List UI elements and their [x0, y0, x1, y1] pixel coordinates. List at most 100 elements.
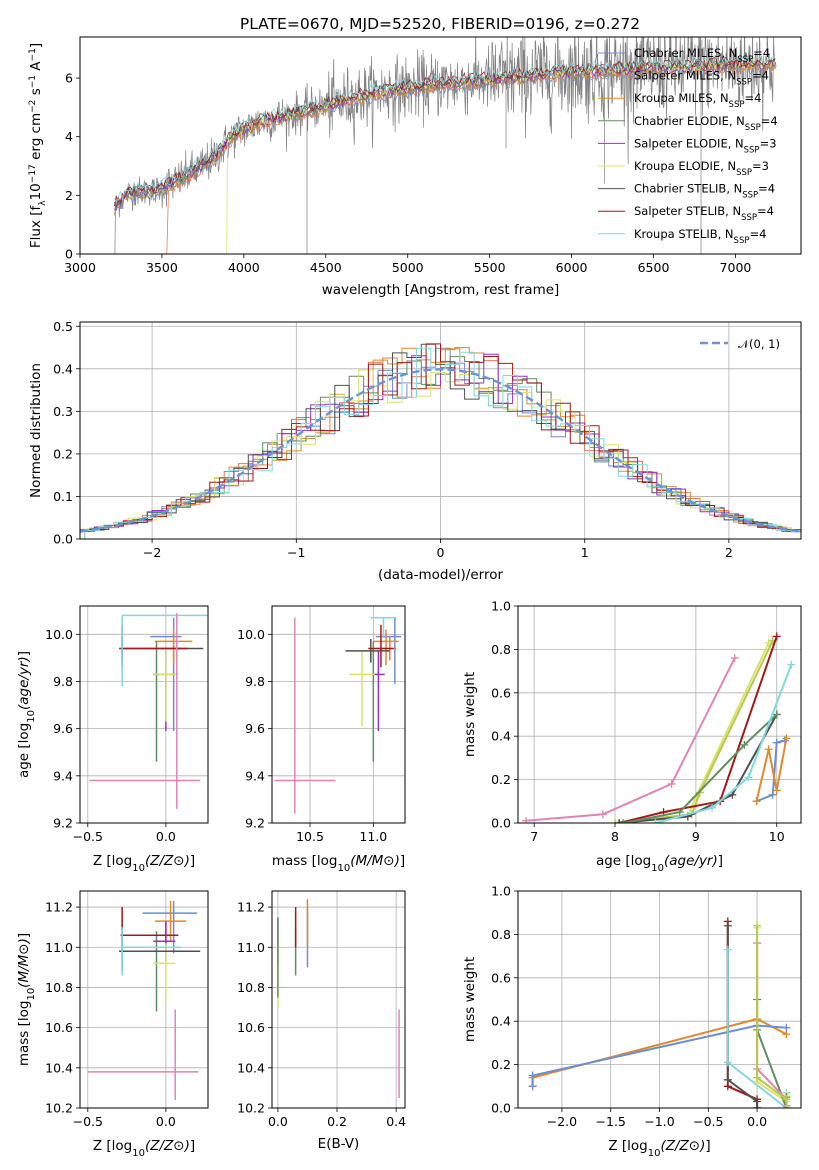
- y-axis-label: Normed distribution: [28, 363, 44, 498]
- data-point: [375, 617, 402, 684]
- y-tick-label: 4: [65, 129, 73, 144]
- y-tick-label: 9.2: [245, 816, 265, 831]
- normal-distribution-curve: [80, 368, 801, 533]
- plot-area: [89, 613, 208, 809]
- x-tick-label: 0.0: [268, 1114, 288, 1129]
- weight-series-line: [619, 714, 778, 823]
- data-point: [142, 901, 198, 954]
- x-axis-label: (data-model)/error: [378, 567, 504, 583]
- subscript: λ: [38, 200, 48, 206]
- weight-series-line: [614, 640, 774, 823]
- weight-series-line: [756, 927, 788, 1104]
- legend-subscript: SSP: [741, 213, 757, 223]
- y-tick-label: 10.4: [45, 1060, 73, 1075]
- legend-subscript: SSP: [737, 55, 753, 65]
- x-axis-label: E(B-V): [318, 1136, 360, 1152]
- y-tick-label: 0.4: [53, 361, 73, 376]
- x-tick-label: 8: [611, 829, 619, 844]
- weight-marker: [708, 803, 717, 812]
- weight-marker: [528, 1082, 537, 1091]
- residual-histogram-chabrier-stelib: [80, 343, 797, 532]
- superscript: −17: [28, 164, 38, 183]
- legend-label-end: =4: [758, 182, 775, 196]
- y-tick-label: 6: [65, 71, 73, 86]
- weight-series-line: [755, 738, 788, 802]
- x-tick-label: 10.5: [296, 829, 324, 844]
- x-tick-label: 4500: [310, 260, 342, 275]
- legend-subscript: SSP: [744, 145, 760, 155]
- x-tick-label: −2: [143, 545, 161, 560]
- weight-marker: [772, 632, 781, 641]
- weight-series-line: [622, 713, 778, 823]
- data-point: [121, 614, 208, 687]
- legend-subscript: SSP: [736, 78, 752, 88]
- legend-subscript: SSP: [729, 100, 745, 110]
- plot-area: [87, 901, 201, 1100]
- residual-histogram-kroupa-stelib: [84, 347, 801, 539]
- weight-marker: [764, 745, 773, 754]
- legend-label-end: =4: [757, 204, 774, 218]
- y-tick-label: 0.3: [53, 404, 73, 419]
- y-tick-label: 9.6: [245, 721, 265, 736]
- x-tick-label: 0: [437, 545, 445, 560]
- y-tick-label: 0.2: [491, 772, 511, 787]
- x-tick-label: −2.0: [547, 1114, 577, 1129]
- plot-area: [274, 617, 402, 814]
- model-spectrum-kroupa-elodie: [226, 57, 777, 254]
- y-tick-label: 0.6: [491, 970, 511, 985]
- legend-label-end: =3: [752, 159, 769, 173]
- plot-area: [277, 899, 400, 1098]
- legend-label-normal: 𝒩(0, 1): [738, 337, 780, 351]
- x-axis-label: Z [log10(Z/Z⊙)]: [93, 1138, 195, 1159]
- italic-part: (Z/Z⊙): [145, 853, 190, 869]
- y-tick-label: 11.0: [45, 940, 73, 955]
- y-tick-label: 0.0: [491, 1101, 511, 1116]
- weight-marker: [753, 1104, 762, 1108]
- legend-subscript: SSP: [734, 236, 750, 246]
- residual-histogram-chabrier-elodie: [80, 356, 797, 532]
- y-tick-label: 0.8: [491, 642, 511, 657]
- x-tick-label: 3000: [64, 260, 96, 275]
- age-vs-mass-panel: 10.5 11.0 9.2 9.4 9.6 9.8 10.0 mass [log10(M/M⊙…: [237, 605, 406, 874]
- mass-vs-ebv-panel: 0.0 0.2 0.4 10.2 10.4 10.6 10.8 11.0 11.2 E(B-V): [237, 890, 406, 1152]
- legend-label-chabrier-elodie: Chabrier ELODIE, NSSP=4: [634, 114, 778, 133]
- legend-label-end: =4: [761, 114, 778, 128]
- x-tick-label: 0.0: [156, 829, 176, 844]
- italic-part: (Z/Z⊙): [660, 1138, 705, 1154]
- data-point: [154, 629, 193, 665]
- weight-series-line: [756, 739, 786, 803]
- data-point: [153, 943, 176, 1004]
- y-tick-label: 11.0: [237, 940, 265, 955]
- x-tick-label: −0.5: [73, 829, 103, 844]
- weight-marker: [619, 819, 628, 823]
- x-tick-label: 0.4: [386, 1114, 406, 1129]
- plot-area: [80, 343, 801, 539]
- weight-marker: [782, 734, 791, 743]
- y-tick-label: 0.0: [491, 816, 511, 831]
- y-tick-label: 10.6: [237, 1020, 265, 1035]
- superscript: −1: [28, 75, 38, 88]
- axes-frame: [79, 605, 209, 824]
- axes-frame: [79, 321, 802, 540]
- y-axis-label: Flux [fλ10−17 erg cm−2 s−1 A−1]: [28, 43, 48, 248]
- subscript: 10: [26, 710, 37, 723]
- y-axis-label: mass [log10(M/M⊙)]: [16, 933, 37, 1066]
- x-tick-label: 9: [692, 829, 700, 844]
- x-tick-label: 6000: [556, 260, 588, 275]
- weight-marker: [675, 808, 684, 817]
- weight-series-line: [655, 664, 793, 823]
- data-point: [120, 624, 188, 668]
- age-vs-metallicity-panel: −0.5 0.0 9.2 9.4 9.6 9.8 10.0 Z [log10(Z/Z⊙)] ag…: [16, 605, 209, 874]
- x-tick-label: 7000: [720, 260, 752, 275]
- x-tick-label: −0.5: [73, 1114, 103, 1129]
- model-spectrum-kroupa-miles: [114, 60, 776, 215]
- x-tick-label: 2: [725, 545, 733, 560]
- mass-vs-metallicity-panel: −0.5 0.0 10.2 10.4 10.6 10.8 11.0 11.2 Z [log10(…: [16, 890, 209, 1159]
- data-point: [121, 927, 182, 976]
- x-tick-label: 11.0: [359, 829, 387, 844]
- x-tick-label: 0.2: [327, 1114, 347, 1129]
- weight-marker: [740, 740, 749, 749]
- legend-label-end: =4: [749, 227, 766, 241]
